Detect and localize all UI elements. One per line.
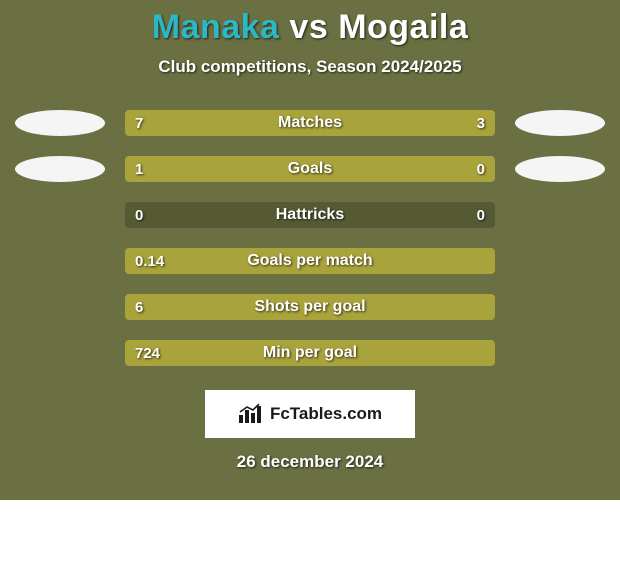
stat-value-right: 0	[477, 156, 485, 182]
player1-name: Manaka	[152, 8, 280, 46]
player1-badge	[15, 110, 105, 136]
bar-left-fill	[125, 248, 495, 274]
bar-left-fill	[125, 294, 495, 320]
stat-value-left: 6	[135, 294, 143, 320]
branding-badge[interactable]: FcTables.com	[205, 390, 415, 438]
stats-area: 73Matches10Goals00Hattricks0.14Goals per…	[0, 110, 620, 386]
stat-value-left: 724	[135, 340, 160, 366]
chart-icon	[238, 403, 264, 425]
stat-value-left: 7	[135, 110, 143, 136]
stat-value-right: 0	[477, 202, 485, 228]
branding-text: FcTables.com	[270, 404, 382, 424]
stat-value-right: 3	[477, 110, 485, 136]
stat-row: 6Shots per goal	[15, 294, 605, 320]
stat-bar: 6Shots per goal	[125, 294, 495, 320]
stat-bar: 0 0Hattricks	[125, 202, 495, 228]
stat-value-left: 0.14	[135, 248, 164, 274]
stat-row: 10Goals	[15, 156, 605, 182]
stat-bar: 0.14Goals per match	[125, 248, 495, 274]
stat-value-left: 1	[135, 156, 143, 182]
stat-row: 73Matches	[15, 110, 605, 136]
stat-bar: 724Min per goal	[125, 340, 495, 366]
stat-label: Hattricks	[125, 202, 495, 228]
player2-name: Mogaila	[338, 8, 468, 46]
bar-left-fill	[125, 110, 384, 136]
player1-badge	[15, 156, 105, 182]
stat-row: 0 0Hattricks	[15, 202, 605, 228]
bar-left-fill	[125, 156, 421, 182]
title-vs: vs	[279, 8, 338, 46]
stat-bar: 73Matches	[125, 110, 495, 136]
footer-date: 26 december 2024	[0, 452, 620, 472]
player2-badge	[515, 156, 605, 182]
stat-row: 0.14Goals per match	[15, 248, 605, 274]
stat-row: 724Min per goal	[15, 340, 605, 366]
subtitle: Club competitions, Season 2024/2025	[0, 57, 620, 77]
stat-value-left: 0	[135, 202, 143, 228]
bar-left-fill	[125, 340, 495, 366]
player2-badge	[515, 110, 605, 136]
stat-bar: 10Goals	[125, 156, 495, 182]
page-title: Manaka vs Mogaila	[0, 0, 620, 47]
comparison-panel: Manaka vs Mogaila Club competitions, Sea…	[0, 0, 620, 500]
